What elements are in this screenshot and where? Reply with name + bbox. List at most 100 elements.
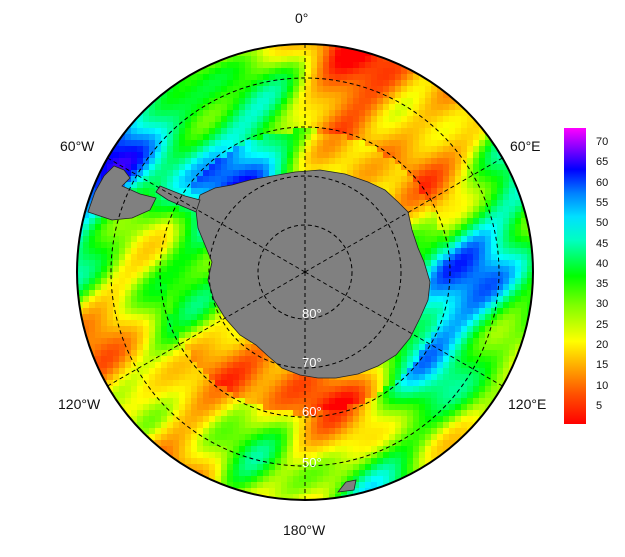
field-cell bbox=[407, 422, 414, 429]
field-cell bbox=[401, 74, 408, 81]
field-cell bbox=[197, 416, 204, 423]
field-cell bbox=[521, 218, 528, 225]
field-cell bbox=[311, 98, 318, 105]
field-cell bbox=[365, 56, 372, 63]
field-cell bbox=[275, 458, 282, 465]
field-cell bbox=[353, 134, 360, 141]
field-cell bbox=[455, 194, 462, 201]
field-cell bbox=[407, 104, 414, 111]
field-cell bbox=[167, 134, 174, 141]
field-cell bbox=[95, 278, 102, 285]
field-cell bbox=[467, 254, 474, 261]
field-cell bbox=[161, 98, 168, 105]
field-cell bbox=[419, 116, 426, 123]
field-cell bbox=[449, 428, 456, 435]
field-cell bbox=[407, 128, 414, 135]
field-cell bbox=[389, 92, 396, 99]
field-cell bbox=[413, 326, 420, 333]
field-cell bbox=[431, 386, 438, 393]
field-cell bbox=[233, 104, 240, 111]
field-cell bbox=[473, 284, 480, 291]
field-cell bbox=[389, 68, 396, 75]
field-cell bbox=[173, 416, 180, 423]
field-cell bbox=[251, 404, 258, 411]
field-cell bbox=[407, 116, 414, 123]
field-cell bbox=[431, 272, 438, 279]
field-cell bbox=[443, 152, 450, 159]
field-cell bbox=[443, 170, 450, 177]
field-cell bbox=[347, 110, 354, 117]
field-cell bbox=[353, 374, 360, 381]
field-cell bbox=[185, 410, 192, 417]
field-cell bbox=[155, 386, 162, 393]
field-cell bbox=[215, 170, 222, 177]
field-cell bbox=[311, 428, 318, 435]
field-cell bbox=[269, 422, 276, 429]
field-cell bbox=[281, 128, 288, 135]
field-cell bbox=[389, 86, 396, 93]
field-cell bbox=[305, 374, 312, 381]
field-cell bbox=[269, 470, 276, 477]
field-cell bbox=[167, 170, 174, 177]
field-cell bbox=[437, 404, 444, 411]
field-cell bbox=[281, 458, 288, 465]
field-cell bbox=[503, 320, 510, 327]
field-cell bbox=[341, 50, 348, 57]
field-cell bbox=[197, 296, 204, 303]
field-cell bbox=[383, 392, 390, 399]
field-cell bbox=[437, 314, 444, 321]
field-cell bbox=[425, 332, 432, 339]
field-cell bbox=[149, 356, 156, 363]
field-cell bbox=[131, 296, 138, 303]
field-cell bbox=[131, 266, 138, 273]
field-cell bbox=[509, 374, 516, 381]
field-cell bbox=[209, 350, 216, 357]
field-cell bbox=[497, 176, 504, 183]
field-cell bbox=[89, 224, 96, 231]
field-cell bbox=[437, 422, 444, 429]
field-cell bbox=[299, 440, 306, 447]
field-cell bbox=[119, 140, 126, 147]
field-cell bbox=[437, 212, 444, 219]
field-cell bbox=[275, 116, 282, 123]
field-cell bbox=[491, 158, 498, 165]
field-cell bbox=[425, 452, 432, 459]
field-cell bbox=[197, 398, 204, 405]
field-cell bbox=[197, 374, 204, 381]
field-cell bbox=[137, 320, 144, 327]
field-cell bbox=[293, 482, 300, 489]
field-cell bbox=[227, 458, 234, 465]
field-cell bbox=[131, 152, 138, 159]
field-cell bbox=[251, 74, 258, 81]
field-cell bbox=[479, 332, 486, 339]
field-cell bbox=[407, 464, 414, 471]
field-cell bbox=[359, 476, 366, 483]
colorbar-tick-label: 70 bbox=[596, 136, 609, 148]
field-cell bbox=[269, 98, 276, 105]
field-cell bbox=[245, 464, 252, 471]
field-cell bbox=[305, 68, 312, 75]
field-cell bbox=[215, 308, 222, 315]
field-cell bbox=[155, 128, 162, 135]
field-cell bbox=[155, 392, 162, 399]
field-cell bbox=[161, 428, 168, 435]
field-cell bbox=[335, 104, 342, 111]
field-cell bbox=[263, 380, 270, 387]
field-cell bbox=[311, 446, 318, 453]
field-cell bbox=[113, 218, 120, 225]
field-cell bbox=[191, 308, 198, 315]
field-cell bbox=[251, 62, 258, 69]
field-cell bbox=[227, 332, 234, 339]
field-cell bbox=[209, 452, 216, 459]
field-cell bbox=[341, 374, 348, 381]
field-cell bbox=[203, 140, 210, 147]
field-cell bbox=[239, 344, 246, 351]
field-cell bbox=[203, 134, 210, 141]
field-cell bbox=[155, 338, 162, 345]
field-cell bbox=[167, 200, 174, 207]
field-cell bbox=[155, 248, 162, 255]
field-cell bbox=[101, 272, 108, 279]
field-cell bbox=[149, 392, 156, 399]
field-cell bbox=[251, 146, 258, 153]
field-cell bbox=[269, 428, 276, 435]
